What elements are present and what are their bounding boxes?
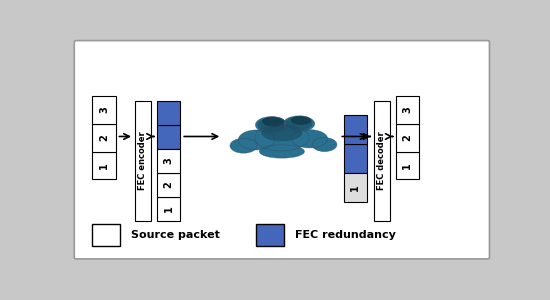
Bar (92, 152, 116, 179)
Text: 1: 1 (350, 184, 360, 191)
Text: FEC redundancy: FEC redundancy (295, 230, 395, 240)
Bar (157, 101, 180, 125)
Text: 3: 3 (164, 158, 174, 164)
Bar (344, 173, 367, 202)
Text: 3: 3 (403, 106, 412, 113)
Bar (373, 101, 390, 221)
Text: FEC decoder: FEC decoder (377, 131, 386, 190)
Bar (395, 96, 419, 124)
Bar (92, 96, 116, 124)
Bar (256, 224, 284, 246)
Bar (157, 197, 180, 221)
Ellipse shape (312, 137, 337, 152)
Ellipse shape (238, 130, 274, 150)
Text: 1: 1 (403, 162, 412, 169)
Ellipse shape (230, 138, 257, 153)
Text: 1: 1 (99, 162, 109, 169)
Ellipse shape (285, 116, 312, 130)
Ellipse shape (259, 145, 305, 158)
Ellipse shape (255, 124, 309, 151)
Text: 2: 2 (99, 134, 109, 141)
Bar (157, 125, 180, 149)
Bar (344, 144, 367, 173)
Text: Source packet: Source packet (130, 230, 219, 240)
Bar (395, 124, 419, 152)
Bar (344, 115, 367, 144)
Bar (157, 149, 180, 173)
Bar (92, 224, 120, 246)
Bar (395, 152, 419, 179)
Text: 2: 2 (403, 134, 412, 141)
Ellipse shape (262, 125, 302, 141)
Ellipse shape (283, 116, 315, 132)
FancyBboxPatch shape (74, 40, 490, 259)
Text: 2: 2 (164, 182, 174, 188)
Ellipse shape (262, 116, 285, 127)
Text: 1: 1 (164, 206, 174, 212)
Ellipse shape (255, 117, 287, 133)
Text: 3: 3 (99, 106, 109, 113)
Bar (135, 101, 151, 221)
Ellipse shape (257, 118, 285, 132)
Bar (92, 124, 116, 152)
Text: FEC encoder: FEC encoder (139, 131, 147, 190)
Ellipse shape (292, 130, 328, 148)
Bar (157, 173, 180, 197)
Ellipse shape (291, 116, 311, 125)
